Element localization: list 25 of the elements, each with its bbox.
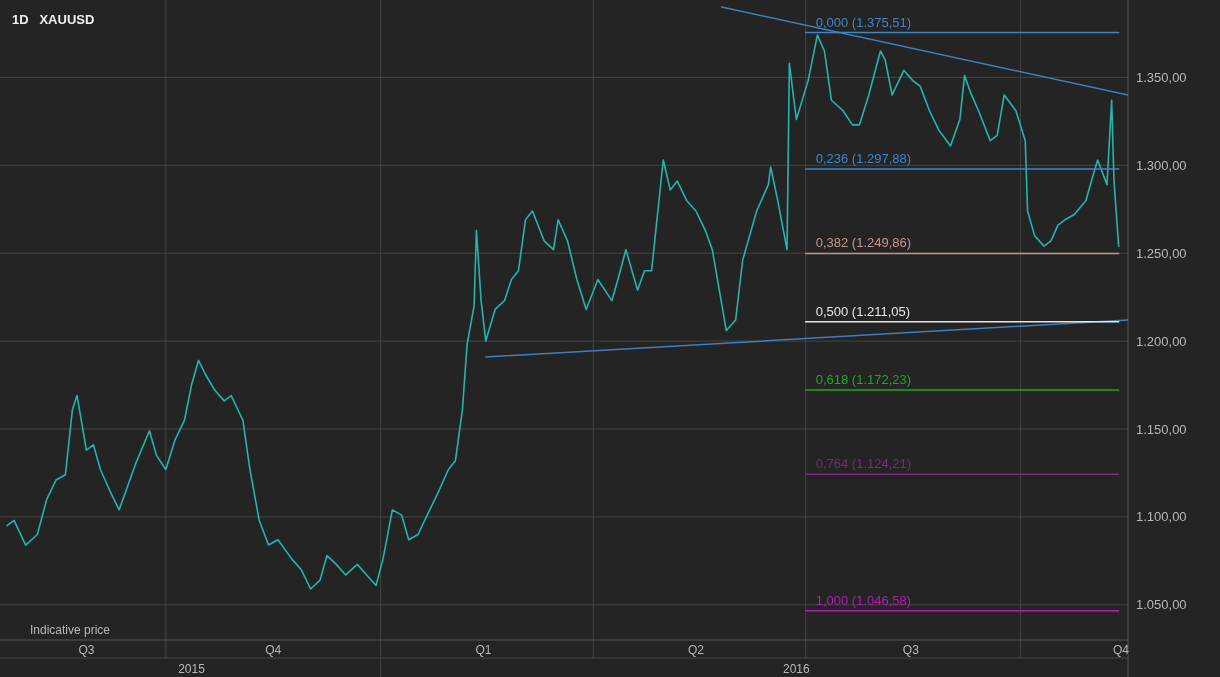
x2-tick-label: 2015	[178, 662, 206, 676]
y-tick-label: 1.200,00	[1136, 333, 1187, 349]
series-label: 0,500 (1.211,05)	[815, 303, 911, 319]
x-tick-label: Q2	[687, 643, 705, 657]
series-label: 0,000 (1.375,51)	[815, 14, 912, 30]
text: 1D XAUUSD	[12, 12, 95, 27]
y-tick-label: 1.300,00	[1136, 157, 1187, 173]
y-tick-label: 1.050,00	[1136, 597, 1187, 613]
x2-tick-label: 2016	[783, 662, 811, 676]
series-label: 0,764 (1.124,21)	[815, 456, 912, 472]
annotation: Indicative price	[30, 623, 111, 637]
y-tick-label: 1.250,00	[1136, 245, 1187, 261]
line-series	[6, 34, 1120, 590]
y-tick-label: 1.350,00	[1136, 69, 1187, 85]
y-tick-label: 1.100,00	[1136, 509, 1187, 525]
x-tick-label: Q1	[475, 643, 492, 657]
x-tick-label: Q4	[265, 643, 282, 657]
series-label: 0,236 (1.297,88)	[815, 151, 912, 166]
x-tick-label: Q3	[902, 643, 920, 657]
series-label: 1,000 (1.046,58)	[815, 592, 912, 608]
x-tick-label: Q4	[1112, 643, 1130, 657]
series-label: 0,382 (1.249,86)	[815, 235, 912, 251]
series-label: 0,618 (1.172,23)	[815, 371, 912, 387]
y-tick-label: 1.150,00	[1136, 421, 1187, 437]
x-tick-label: Q3	[78, 643, 95, 657]
